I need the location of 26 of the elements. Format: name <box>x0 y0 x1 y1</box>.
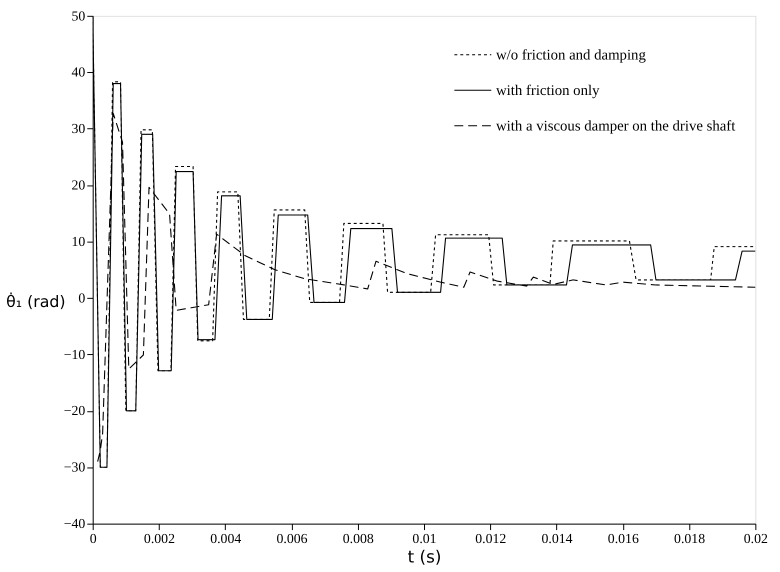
y-tick-label: 50 <box>72 8 86 24</box>
y-tick-label: −40 <box>64 516 86 532</box>
x-tick-label: 0.004 <box>210 530 242 546</box>
x-tick-label: 0.02 <box>744 530 768 546</box>
x-tick-label: 0.01 <box>412 530 437 546</box>
x-tick-label: 0.006 <box>276 530 308 546</box>
x-tick-label: 0.018 <box>674 530 706 546</box>
x-tick-label: 0.002 <box>144 530 176 546</box>
x-tick-label: 0.012 <box>475 530 506 546</box>
y-tick-label: 40 <box>72 64 86 80</box>
legend-label: with a viscous damper on the drive shaft <box>496 118 736 135</box>
y-tick-label: −10 <box>64 346 86 362</box>
y-axis-title: θ̇₁ (rad) <box>6 292 66 312</box>
y-tick-label: 20 <box>72 178 86 193</box>
legend-label: w/o friction and damping <box>496 48 646 64</box>
y-tick-label: −20 <box>64 403 86 418</box>
x-axis-title: t (s) <box>408 546 442 567</box>
y-tick-label: 10 <box>72 234 86 249</box>
y-tick-label: 0 <box>78 290 86 306</box>
y-tick-label: −30 <box>64 460 86 475</box>
legend-label: with friction only <box>496 83 600 100</box>
y-tick-label: 30 <box>72 121 86 136</box>
x-tick-label: 0.016 <box>608 530 639 546</box>
x-tick-label: 0.014 <box>542 530 573 546</box>
x-tick-label: 0.008 <box>342 530 374 546</box>
x-tick-label: 0 <box>90 530 97 546</box>
